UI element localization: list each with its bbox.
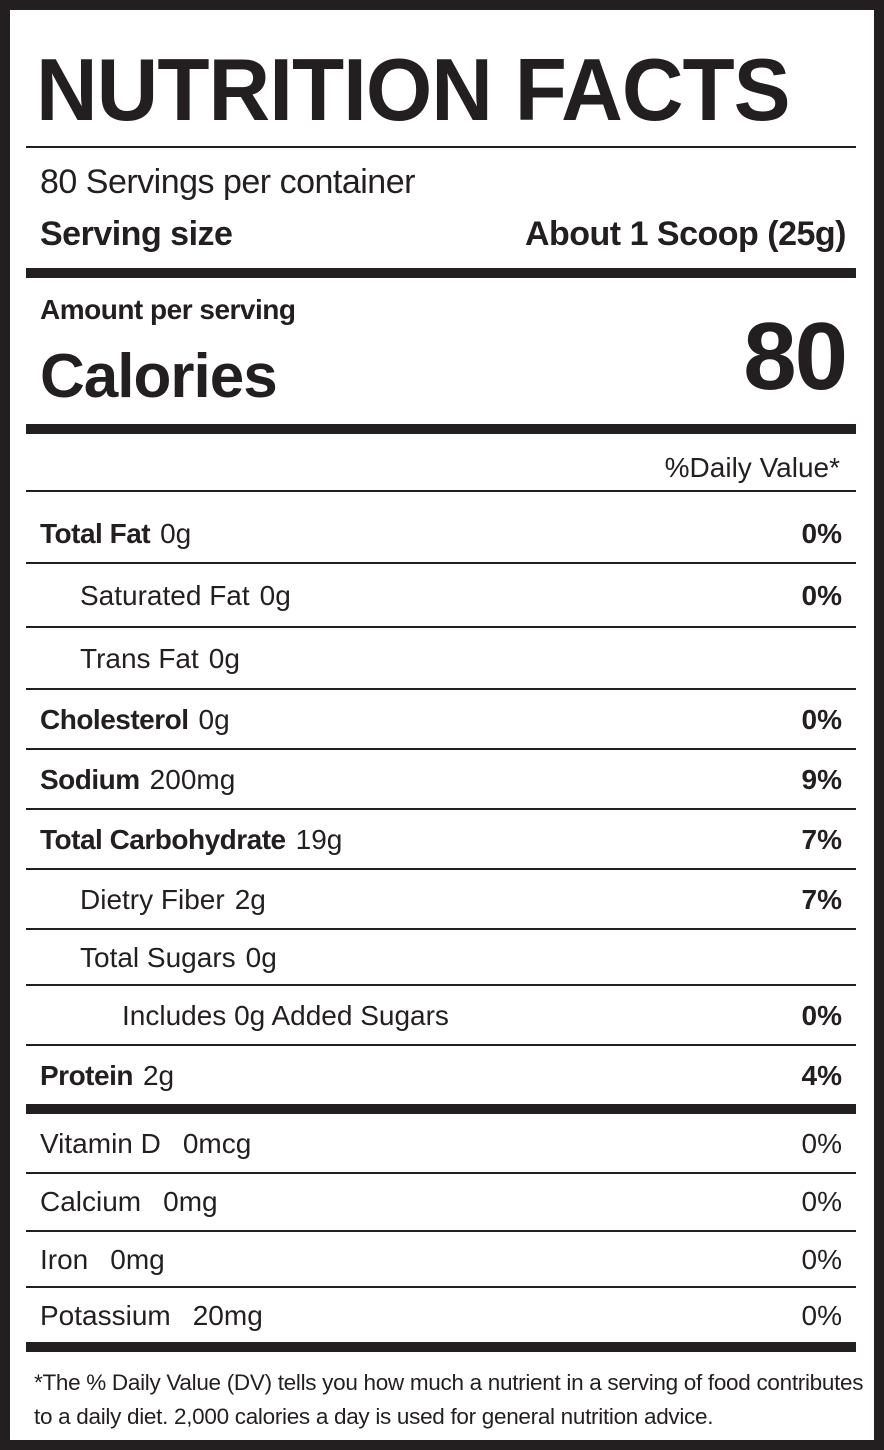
vitamin-name: Potassium — [40, 1300, 171, 1331]
nutrient-amount: 2g — [234, 884, 266, 915]
nutrient-name: Trans Fat — [80, 643, 199, 674]
divider — [26, 146, 856, 148]
nutrient-dv: 0% — [801, 704, 842, 735]
nutrient-amount: 0g — [208, 643, 240, 674]
nutrient-name: Total Fat — [40, 518, 151, 549]
nutrient-row-trans-fat: Trans Fat 0g — [26, 630, 856, 688]
amount-per-serving-label: Amount per serving — [40, 294, 296, 325]
nutrient-row-dietry-fiber: Dietry Fiber 2g 7% — [26, 872, 856, 928]
nutrient-dv: 0% — [801, 518, 842, 549]
divider — [26, 984, 856, 986]
divider — [26, 1230, 856, 1232]
nutrient-name: Total Carbohydrate — [40, 824, 286, 855]
divider-thick — [26, 268, 856, 278]
nutrient-name: Includes 0g Added Sugars — [122, 1000, 449, 1031]
divider — [26, 808, 856, 810]
calories-label: Calories — [40, 342, 278, 411]
panel-title: NUTRITION FACTS — [36, 40, 791, 139]
nutrient-dv: 7% — [801, 824, 842, 855]
divider — [26, 1286, 856, 1288]
serving-size-label: Serving size — [40, 215, 233, 253]
nutrient-name: Total Sugars — [80, 942, 236, 973]
calories-value: 80 — [743, 303, 848, 410]
vitamin-amount: 0mcg — [182, 1128, 252, 1159]
nutrient-amount: 0g — [198, 704, 230, 735]
daily-value-footnote: *The % Daily Value (DV) tells you how mu… — [34, 1370, 864, 1429]
nutrient-amount: 0g — [245, 942, 277, 973]
vitamin-row-vitamin-d: Vitamin D 0mcg 0% — [26, 1116, 856, 1172]
vitamin-name: Vitamin D — [40, 1128, 161, 1159]
servings-per-container: 80 Servings per container — [40, 163, 415, 201]
nutrient-dv: 4% — [801, 1060, 842, 1091]
nutrient-row-total-sugars: Total Sugars 0g — [26, 932, 856, 984]
nutrient-amount: 19g — [295, 824, 343, 855]
daily-value-header: %Daily Value* — [664, 452, 840, 483]
divider-thick — [26, 1342, 856, 1352]
nutrient-dv: 7% — [801, 884, 842, 915]
nutrient-name: Dietry Fiber — [80, 884, 225, 915]
vitamin-amount: 0mg — [163, 1186, 218, 1217]
nutrient-row-total-fat: Total Fat 0g 0% — [26, 506, 856, 562]
vitamin-row-iron: Iron 0mg 0% — [26, 1232, 856, 1288]
vitamin-dv: 0% — [801, 1186, 842, 1217]
divider — [26, 928, 856, 930]
vitamin-amount: 20mg — [192, 1300, 263, 1331]
vitamin-dv: 0% — [801, 1128, 842, 1159]
nutrient-name: Saturated Fat — [80, 580, 250, 611]
vitamin-amount: 0mg — [110, 1244, 165, 1275]
divider — [26, 688, 856, 690]
nutrient-amount: 0g — [259, 580, 291, 611]
nutrient-name: Cholesterol — [40, 704, 189, 735]
nutrient-dv: 0% — [801, 580, 842, 611]
divider — [26, 562, 856, 564]
vitamin-row-calcium: Calcium 0mg 0% — [26, 1174, 856, 1230]
divider — [26, 1172, 856, 1174]
vitamin-dv: 0% — [801, 1244, 842, 1275]
nutrient-dv: 0% — [801, 1000, 842, 1031]
divider — [26, 490, 856, 492]
divider — [26, 748, 856, 750]
serving-size-value: About 1 Scoop (25g) — [524, 215, 847, 253]
nutrient-name: Sodium — [40, 764, 140, 795]
nutrient-row-cholesterol: Cholesterol 0g 0% — [26, 692, 856, 748]
nutrient-amount: 2g — [142, 1060, 175, 1091]
nutrient-row-added-sugars: Includes 0g Added Sugars 0% — [26, 988, 856, 1044]
divider — [26, 1044, 856, 1046]
vitamin-dv: 0% — [801, 1300, 842, 1331]
nutrient-row-total-carbohydrate: Total Carbohydrate 19g 7% — [26, 812, 856, 868]
nutrient-name: Protein — [40, 1060, 133, 1091]
vitamin-row-potassium: Potassium 20mg 0% — [26, 1288, 856, 1344]
nutrient-amount: 0g — [160, 518, 192, 549]
divider — [26, 626, 856, 628]
nutrient-dv: 9% — [801, 764, 842, 795]
vitamin-name: Calcium — [40, 1186, 142, 1217]
nutrient-amount: 200mg — [149, 764, 236, 795]
divider-thick — [26, 424, 856, 434]
vitamin-name: Iron — [40, 1244, 89, 1275]
nutrient-row-sodium: Sodium 200mg 9% — [26, 752, 856, 808]
nutrient-row-protein: Protein 2g 4% — [26, 1048, 856, 1104]
nutrient-row-saturated-fat: Saturated Fat 0g 0% — [26, 566, 856, 626]
divider-thick — [26, 1104, 856, 1114]
divider — [26, 868, 856, 870]
